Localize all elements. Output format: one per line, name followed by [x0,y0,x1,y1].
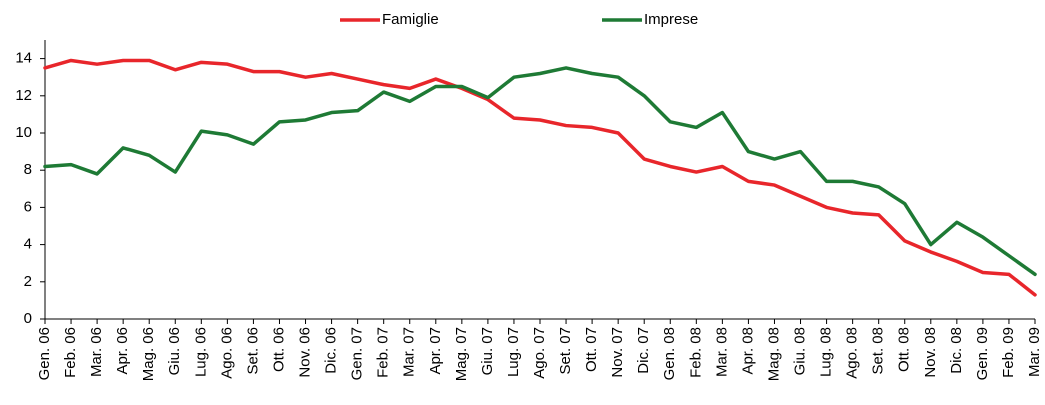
series-line [43,66,1037,277]
x-tick-label: Nov. 08 [922,327,939,378]
y-tick-label: 12 [15,87,32,104]
x-tick-label: Lug. 06 [192,327,209,377]
x-tick-label: Lug. 07 [505,327,522,377]
x-tick-label: Mar. 06 [88,327,105,377]
y-tick-label: 0 [24,310,32,327]
x-tick-label: Gen. 09 [974,327,991,380]
x-tick-label: Feb. 08 [687,327,704,378]
legend-label: Imprese [644,11,698,28]
x-tick-label: Gen. 08 [661,327,678,380]
x-tick-label: Apr. 06 [114,327,131,375]
x-tick-label: Ott. 06 [270,327,287,372]
x-tick-label: Nov. 06 [296,327,313,378]
y-tick-label: 14 [15,50,32,67]
y-tick-label: 8 [24,161,32,178]
x-tick-label: Gen. 07 [349,327,366,380]
x-tick-label: Mar. 08 [713,327,730,377]
legend-label: Famiglie [382,11,439,28]
x-tick-label: Giu. 06 [166,327,183,375]
x-tick-label: Mag. 08 [765,327,782,381]
x-tick-label: Apr. 07 [427,327,444,375]
x-tick-label: Set. 06 [244,327,261,375]
x-tick-label: Set. 07 [557,327,574,375]
x-tick-label: Giu. 07 [479,327,496,375]
x-tick-label: Giu. 08 [791,327,808,375]
x-tick-label: Lug. 08 [818,327,835,377]
x-tick-label: Set. 08 [870,327,887,375]
x-tick-label: Mag. 06 [140,327,157,381]
x-tick-label: Nov. 07 [609,327,626,378]
x-tick-label: Dic. 07 [635,327,652,374]
y-tick-label: 4 [24,236,32,253]
y-tick-label: 2 [24,273,32,290]
x-tick-label: Mar. 07 [401,327,418,377]
series-line [43,58,1037,297]
x-tick-label: Dic. 06 [323,327,340,374]
x-tick-label: Feb. 07 [375,327,392,378]
x-tick-label: Mar. 09 [1026,327,1043,377]
x-tick-label: Feb. 06 [62,327,79,378]
x-tick-label: Dic. 08 [948,327,965,374]
y-tick-label: 10 [15,124,32,141]
x-tick-label: Ott. 08 [896,327,913,372]
y-tick-label: 6 [24,198,32,215]
x-tick-label: Ott. 07 [583,327,600,372]
x-tick-label: Gen. 06 [36,327,53,380]
x-tick-label: Ago. 08 [844,327,861,379]
x-tick-label: Mag. 07 [453,327,470,381]
x-tick-label: Ago. 07 [531,327,548,379]
x-tick-label: Feb. 09 [1000,327,1017,378]
x-tick-label: Apr. 08 [739,327,756,375]
x-tick-label: Ago. 06 [218,327,235,379]
